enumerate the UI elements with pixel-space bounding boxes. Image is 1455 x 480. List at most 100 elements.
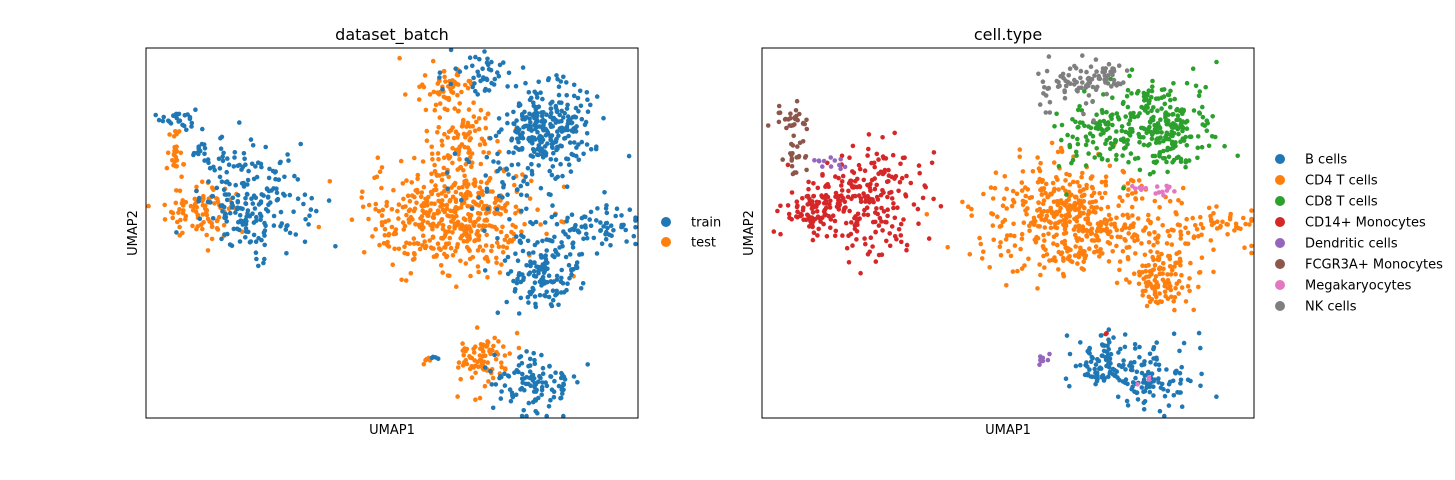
scatter-point: [177, 188, 183, 194]
scatter-point: [1141, 407, 1147, 412]
scatter-point: [879, 252, 885, 257]
scatter-point: [196, 198, 201, 204]
scatter-point: [453, 248, 458, 254]
scatter-point: [1109, 222, 1114, 227]
scatter-point: [1017, 147, 1023, 152]
scatter-point: [887, 231, 892, 236]
scatter-point: [850, 185, 855, 190]
scatter-point: [1066, 73, 1071, 78]
scatter-point: [457, 101, 463, 106]
scatter-point: [891, 201, 896, 206]
scatter-point: [1115, 394, 1121, 400]
scatter-point: [850, 243, 855, 248]
scatter-point: [536, 79, 541, 85]
scatter-point: [1161, 94, 1167, 99]
scatter-point: [482, 228, 487, 234]
scatter-point: [446, 229, 452, 234]
scatter-point: [474, 325, 480, 330]
scatter-point: [562, 126, 567, 132]
scatter-point: [1110, 249, 1115, 254]
scatter-point: [1062, 95, 1068, 101]
legend-label: CD4 T cells: [1305, 174, 1378, 189]
scatter-point: [1146, 88, 1152, 93]
scatter-point: [1146, 279, 1151, 285]
scatter-point: [1124, 277, 1129, 282]
scatter-point: [1103, 174, 1109, 179]
scatter-point: [790, 171, 796, 177]
scatter-point: [492, 76, 498, 82]
scatter-point: [1072, 232, 1078, 238]
scatter-point: [438, 247, 443, 252]
scatter-point: [818, 219, 823, 224]
scatter-point: [1238, 226, 1243, 232]
scatter-point: [333, 244, 338, 249]
scatter-point: [436, 192, 441, 198]
scatter-point: [552, 378, 557, 384]
scatter-point: [1200, 114, 1206, 120]
scatter-point: [1121, 170, 1127, 175]
scatter-point: [1061, 231, 1067, 236]
legend-label: B cells: [1305, 153, 1347, 168]
scatter-point: [1028, 220, 1034, 226]
scatter-point: [1122, 332, 1128, 337]
scatter-point: [908, 180, 914, 186]
scatter-point: [765, 123, 771, 128]
scatter-point: [1015, 268, 1020, 274]
scatter-point: [1199, 144, 1205, 150]
scatter-point: [521, 234, 526, 240]
scatter-point: [803, 154, 809, 159]
scatter-point: [239, 167, 244, 172]
scatter-point: [842, 164, 848, 170]
scatter-point: [292, 173, 297, 179]
scatter-point: [1185, 241, 1191, 247]
scatter-point: [1039, 179, 1045, 185]
scatter-point: [1043, 110, 1049, 115]
scatter-point: [1006, 248, 1011, 254]
scatter-point: [258, 161, 264, 167]
scatter-point: [1088, 64, 1094, 69]
scatter-point: [1080, 53, 1085, 58]
scatter-point: [496, 116, 502, 121]
scatter-point: [548, 101, 553, 106]
scatter-point: [1087, 351, 1092, 356]
scatter-point: [1243, 221, 1248, 227]
scatter-point: [529, 128, 534, 133]
scatter-point: [1168, 272, 1174, 277]
scatter-point: [1139, 196, 1145, 201]
scatter-point: [1151, 346, 1156, 352]
scatter-point: [1134, 369, 1140, 375]
legend-marker: [1275, 238, 1285, 248]
scatter-point: [1128, 151, 1134, 156]
scatter-point: [248, 137, 254, 142]
scatter-point: [1072, 63, 1077, 69]
scatter-point: [287, 230, 293, 236]
scatter-point: [1152, 198, 1158, 204]
scatter-point: [1035, 180, 1041, 185]
scatter-point: [399, 277, 404, 283]
scatter-point: [249, 161, 255, 167]
scatter-point: [200, 212, 206, 217]
scatter-point: [1061, 273, 1067, 279]
scatter-point: [489, 382, 495, 387]
scatter-point: [1035, 236, 1041, 241]
scatter-point: [428, 222, 433, 228]
scatter-point: [1133, 251, 1138, 256]
scatter-point: [417, 246, 423, 252]
scatter-point: [440, 86, 445, 92]
scatter-point: [251, 220, 257, 225]
scatter-point: [1147, 389, 1153, 395]
scatter-point: [430, 226, 435, 232]
scatter-point: [440, 172, 446, 177]
scatter-point: [1151, 384, 1156, 390]
scatter-point: [1052, 255, 1057, 260]
scatter-point: [533, 301, 538, 307]
scatter-point: [452, 106, 458, 111]
scatter-point: [202, 146, 208, 151]
scatter-point: [443, 79, 448, 84]
scatter-point: [924, 212, 930, 217]
scatter-point: [801, 217, 806, 222]
scatter-point: [548, 157, 554, 162]
scatter-point: [539, 110, 544, 115]
scatter-point: [291, 209, 296, 214]
scatter-point: [379, 185, 384, 191]
